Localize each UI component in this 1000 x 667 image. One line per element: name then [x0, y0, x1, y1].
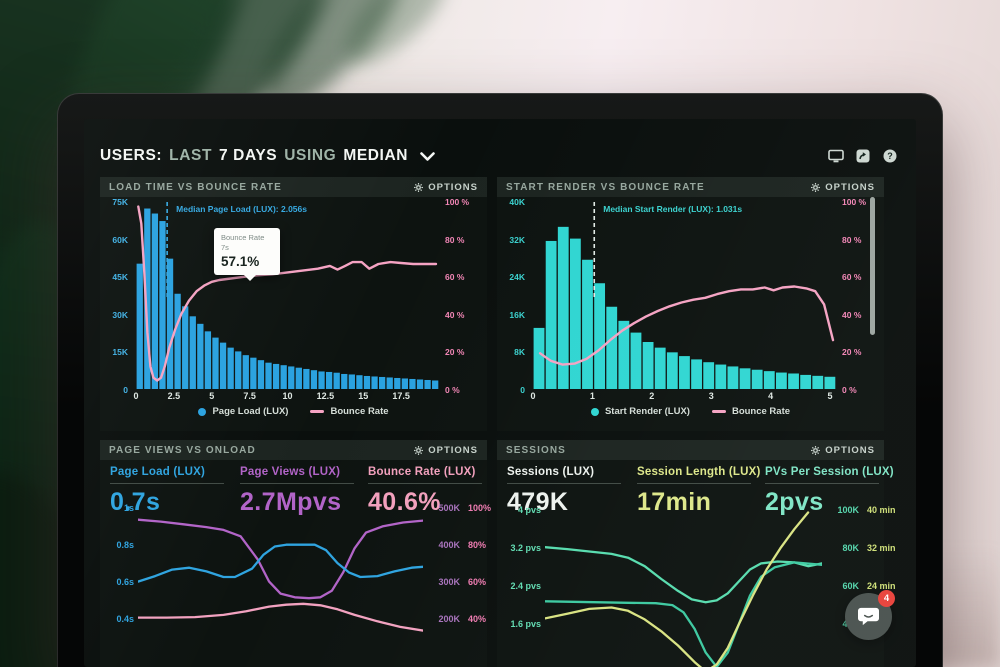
panel-sessions: SESSIONS OPTIONS	[497, 440, 896, 667]
metric-value: 17min	[637, 488, 712, 516]
tooltip-x: 7s	[221, 243, 229, 253]
days-label: 7 DAYS	[219, 147, 278, 164]
metric-value: 0.7s	[110, 488, 161, 516]
notification-badge: 4	[878, 590, 895, 607]
sessions-chart: 4 pvs 3.2 pvs 2.4 pvs 1.6 pvs 100K 40 min 80K…	[497, 504, 896, 667]
y-axis-left: 40K 32K 24K 16K 8K 0	[509, 197, 525, 395]
y-axis-right: 100 % 80 % 60 % 40 % 20 % 0 %	[842, 197, 867, 395]
chat-widget-button[interactable]: 4	[845, 590, 895, 640]
legend-item: Bounce Rate	[711, 406, 790, 417]
users-filter-dropdown[interactable]: USERS: LAST 7 DAYS USING MEDIAN	[100, 147, 435, 165]
metric-bounce-rate: Bounce Rate (LUX) 40.6%	[368, 466, 488, 517]
y-axis-right: 500K 100% 400K 80% 300K 60% 200K 40%	[438, 502, 492, 624]
tooltip-value: 57.1%	[221, 254, 260, 270]
legend-item: Page Load (LUX)	[198, 406, 288, 417]
chevron-down-icon	[420, 151, 435, 161]
share-icon[interactable]	[855, 149, 871, 163]
tooltip-series: Bounce Rate	[221, 233, 265, 242]
legend-item: Bounce Rate	[310, 406, 389, 417]
panel-title: SESSIONS	[506, 444, 566, 456]
metric-rule	[368, 483, 482, 484]
metric-rule	[765, 483, 879, 484]
panel-title: PAGE VIEWS VS ONLOAD	[109, 444, 256, 456]
options-button[interactable]: OPTIONS	[811, 445, 875, 456]
panel-header: START RENDER VS BOUNCE RATE OPTIONS	[497, 177, 884, 197]
gear-icon	[414, 182, 424, 192]
metric-rule	[637, 483, 751, 484]
panel-start-render: START RENDER VS BOUNCE RATE OPTIONS	[497, 177, 884, 431]
top-bar: USERS: LAST 7 DAYS USING MEDIAN	[100, 139, 898, 173]
panel-header: PAGE VIEWS VS ONLOAD OPTIONS	[100, 440, 487, 460]
last-label: LAST	[169, 147, 213, 164]
options-button[interactable]: OPTIONS	[414, 182, 478, 193]
chart-legend: Page Load (LUX) Bounce Rate	[100, 406, 487, 417]
gear-icon	[811, 445, 821, 455]
load-time-chart: Median Page Load (LUX): 2.056s Bounce Ra…	[136, 201, 439, 389]
metric-sessions: Sessions (LUX) 479K	[507, 466, 627, 517]
metric-session-length: Session Length (LUX) 17min	[637, 466, 761, 516]
options-button[interactable]: OPTIONS	[811, 182, 875, 193]
median-annotation: Median Page Load (LUX): 2.056s	[176, 204, 307, 214]
metric-rule	[507, 483, 621, 484]
page-views-chart: 1s 0.8s 0.6s 0.4s 500K 100% 400K 80% 300K 60% 200…	[100, 502, 492, 667]
display-icon[interactable]	[828, 149, 844, 163]
x-axis: 0 2.5 5 7.5 10 12.5 15 17.5	[133, 391, 410, 401]
metric-value: 2.7Mpvs	[240, 488, 342, 516]
metric-value: 40.6%	[368, 488, 441, 516]
metric-page-views: Page Views (LUX) 2.7Mpvs	[240, 466, 360, 517]
metric-value: 2pvs	[765, 488, 824, 516]
metric-rule	[240, 483, 354, 484]
svg-text:?: ?	[887, 151, 893, 161]
metric-rule	[110, 483, 224, 484]
gear-icon	[811, 182, 821, 192]
metric-page-load: Page Load (LUX) 0.7s	[110, 466, 230, 517]
y-axis-right: 100 % 80 % 60 % 40 % 20 % 0 %	[445, 197, 470, 395]
tooltip: Bounce Rate 7s 57.1%	[214, 228, 280, 282]
panel-header: LOAD TIME VS BOUNCE RATE OPTIONS	[100, 177, 487, 197]
chart-legend: Start Render (LUX) Bounce Rate	[497, 406, 884, 417]
panel-page-views: PAGE VIEWS VS ONLOAD OPTIONS	[100, 440, 492, 667]
toolbar-icons: ?	[828, 149, 898, 163]
y-axis-left: 4 pvs 3.2 pvs 2.4 pvs 1.6 pvs	[510, 505, 541, 630]
median-label: MEDIAN	[343, 147, 409, 164]
metric-pvs-per-session: PVs Per Session (LUX) 2pvs	[765, 466, 894, 516]
start-render-chart: Median Start Render (LUX): 1.031s	[533, 201, 836, 389]
dashboard-screen: USERS: LAST 7 DAYS USING MEDIAN	[84, 119, 916, 667]
y-axis-left: 75K 60K 45K 30K 15K 0	[112, 197, 128, 395]
users-label: USERS:	[100, 147, 163, 164]
y-axis-left: 1s 0.8s 0.6s 0.4s	[116, 502, 134, 624]
options-button[interactable]: OPTIONS	[414, 445, 478, 456]
chat-bubble-icon	[858, 607, 879, 626]
scrollbar[interactable]	[870, 197, 875, 335]
using-label: USING	[284, 147, 337, 164]
panel-title: START RENDER VS BOUNCE RATE	[506, 181, 705, 193]
median-annotation: Median Start Render (LUX): 1.031s	[603, 204, 743, 214]
metric-value: 479K	[507, 488, 569, 516]
laptop: USERS: LAST 7 DAYS USING MEDIAN	[57, 93, 943, 667]
gear-icon	[414, 445, 424, 455]
help-icon[interactable]: ?	[882, 149, 898, 163]
legend-item: Start Render (LUX)	[590, 406, 690, 417]
panel-title: LOAD TIME VS BOUNCE RATE	[109, 181, 282, 193]
panel-load-time: LOAD TIME VS BOUNCE RATE OPTIONS	[100, 177, 487, 431]
panel-header: SESSIONS OPTIONS	[497, 440, 884, 460]
